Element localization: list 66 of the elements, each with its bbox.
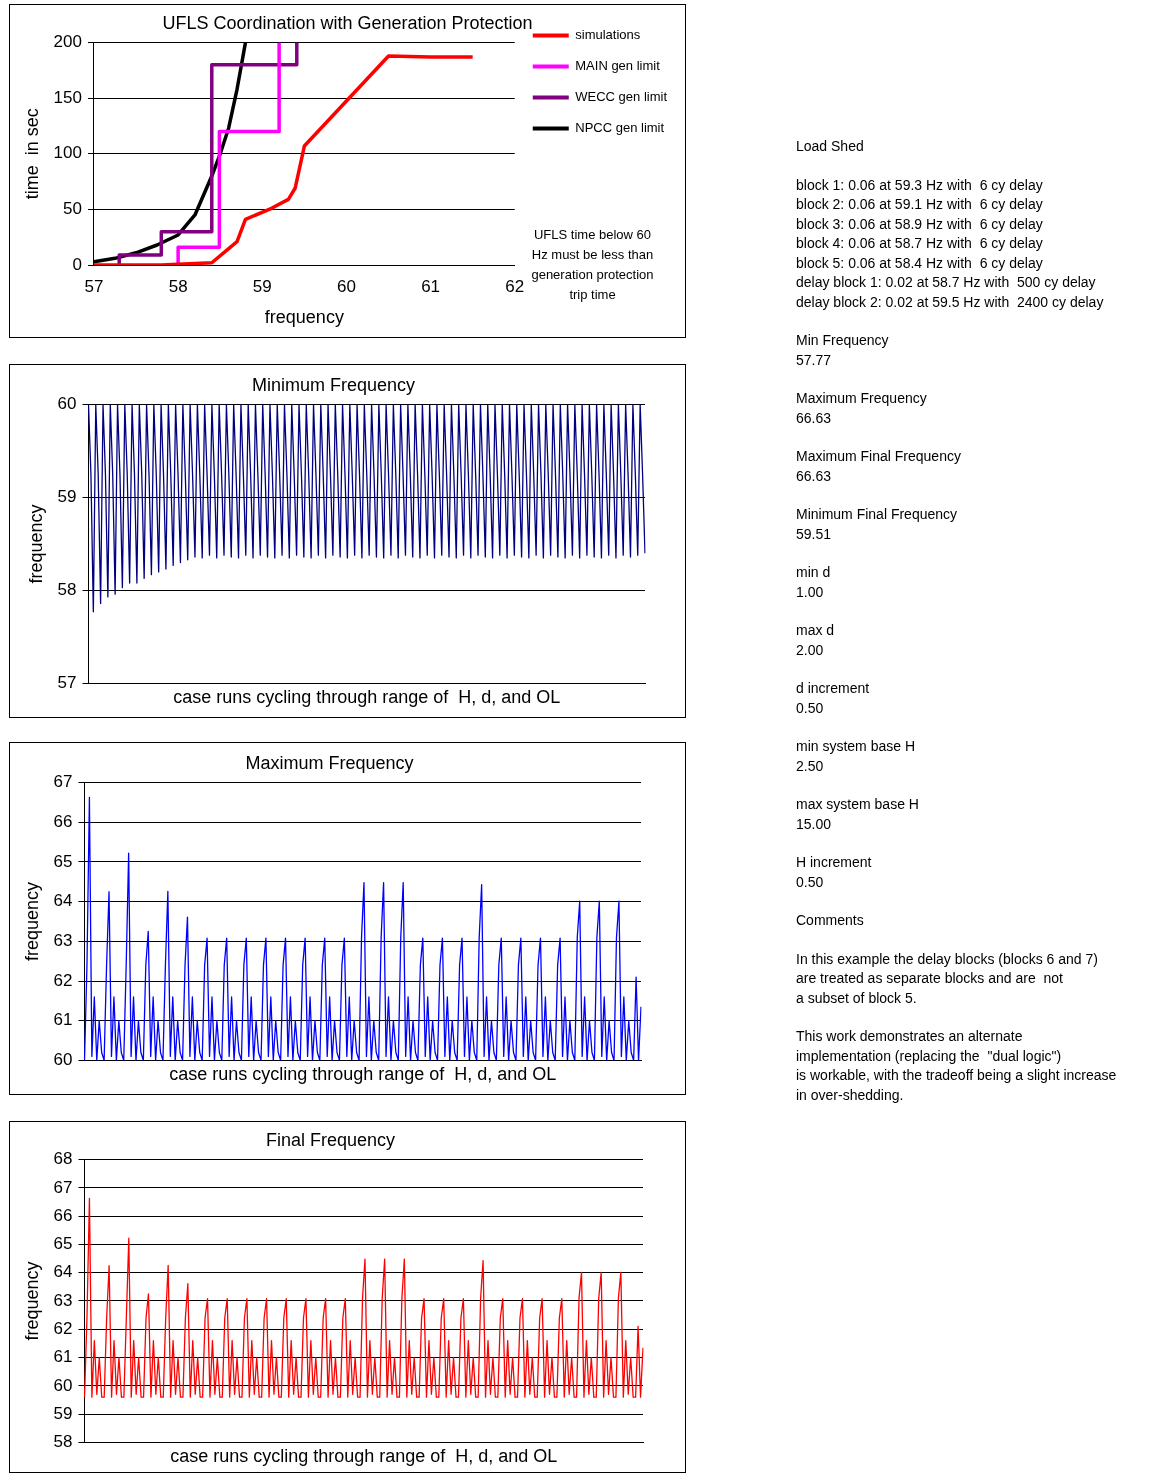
x-tick-label: 62 [505, 276, 525, 296]
y-tick-label: 60 [57, 394, 77, 414]
text: Maximum Frequency 66.63 [796, 389, 928, 428]
y-axis-title: time in sec [21, 108, 42, 200]
text: UFLS time below 60 Hz must be less than generation protection trip time [530, 226, 655, 304]
y-tick-label: 50 [63, 199, 82, 219]
text: max system base H 15.00 [796, 795, 920, 834]
chart-title: Final Frequency [265, 1129, 396, 1150]
text: In this example the delay blocks (blocks 6 and 7) are treated as separate blocks and are not a subset of block 5. [796, 949, 1099, 1008]
text: d increment 0.50 [796, 679, 871, 718]
text: max d 2.00 [796, 621, 836, 660]
text: min system base H 2.50 [796, 737, 917, 776]
text: Maximum Final Frequency 66.63 [796, 447, 962, 486]
text: min d 1.00 [796, 563, 832, 602]
legend-label: MAIN gen limit [575, 58, 661, 74]
y-tick-label: 58 [53, 1432, 73, 1452]
y-tick-label: 68 [53, 1149, 73, 1169]
y-tick-label: 60 [53, 1050, 73, 1070]
y-tick-label: 200 [53, 32, 82, 52]
y-tick-label: 150 [53, 87, 82, 107]
y-tick-label: 61 [53, 1010, 73, 1030]
y-tick-label: 67 [53, 772, 73, 792]
y-tick-label: 65 [53, 851, 73, 871]
y-tick-label: 62 [53, 970, 73, 990]
text: Minimum Final Frequency 59.51 [796, 505, 959, 544]
legend-label: simulations [575, 27, 641, 43]
text: Comments [796, 911, 865, 930]
text: Load Shed [796, 137, 865, 156]
y-tick-label: 64 [53, 891, 73, 911]
y-tick-label: 63 [53, 1290, 73, 1310]
legend-label: WECC gen limit [575, 89, 668, 105]
text: H increment 0.50 [796, 853, 873, 892]
y-tick-label: 60 [53, 1375, 73, 1395]
x-axis-title: frequency [264, 307, 344, 328]
y-tick-label: 59 [57, 487, 77, 507]
y-axis-title: frequency [25, 504, 46, 584]
y-tick-label: 0 [72, 254, 82, 274]
y-tick-label: 62 [53, 1318, 73, 1338]
y-tick-label: 65 [53, 1234, 73, 1254]
y-tick-label: 64 [53, 1262, 73, 1282]
y-tick-label: 100 [53, 143, 82, 163]
legend-label: NPCC gen limit [575, 120, 665, 136]
chart-title: Minimum Frequency [251, 374, 416, 395]
x-tick-label: 57 [84, 276, 104, 296]
chart-title: Maximum Frequency [245, 752, 414, 773]
y-tick-label: 67 [53, 1177, 73, 1197]
y-axis-title: frequency [21, 881, 42, 962]
y-tick-label: 63 [53, 931, 73, 951]
y-tick-label: 58 [57, 580, 77, 600]
x-tick-label: 58 [168, 276, 188, 296]
chart-title: UFLS Coordination with Generation Protection [162, 12, 533, 33]
x-axis-title: case runs cycling through range of H, d, and OL [169, 1064, 557, 1085]
text: This work demonstrates an alternate implementation (replacing the "dual logic") is workable, with the tradeoff being a slight increase in over-shedding. [796, 1027, 1117, 1105]
y-tick-label: 66 [53, 1205, 73, 1225]
y-tick-label: 61 [53, 1347, 73, 1367]
y-axis-title: frequency [21, 1261, 42, 1341]
y-tick-label: 59 [53, 1403, 73, 1423]
text: block 1: 0.06 at 59.3 Hz with 6 cy delay block 2: 0.06 at 59.1 Hz with 6 cy delay block 3: 0.06 at 58.9 Hz with 6 cy delay block 4: 0.06 at 58.7 Hz with 6 cy delay block 5: 0.06 at 58.4 Hz with 6 cy delay delay block 1: 0.02 at 58.7 Hz with 500 cy delay delay block 2: 0.02 at 59.5 Hz with 2400 cy delay [796, 175, 1105, 312]
x-tick-label: 60 [336, 276, 356, 296]
x-tick-label: 59 [252, 276, 272, 296]
x-axis-title: case runs cycling through range of H, d, and OL [170, 1446, 558, 1467]
x-axis-title: case runs cycling through range of H, d, and OL [173, 687, 561, 708]
text: Min Frequency 57.77 [796, 331, 890, 370]
y-tick-label: 66 [53, 811, 73, 831]
x-tick-label: 61 [421, 276, 441, 296]
y-tick-label: 57 [57, 673, 77, 693]
